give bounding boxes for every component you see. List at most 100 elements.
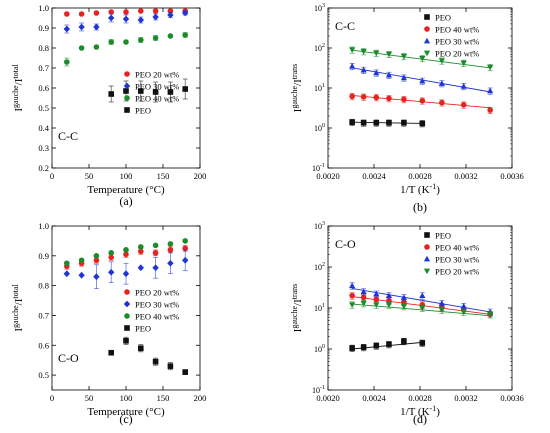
y-tick-label: 0.7 bbox=[38, 63, 49, 73]
data-point bbox=[64, 260, 70, 267]
data-point bbox=[360, 288, 367, 295]
x-axis-label-part: ) bbox=[436, 184, 440, 196]
data-point bbox=[152, 8, 159, 14]
series-peo-20-wt- bbox=[349, 46, 494, 72]
series-peo-30-wt- bbox=[349, 63, 494, 95]
y-tick-label: 0.9 bbox=[38, 251, 49, 261]
x-tick-label: 0.0028 bbox=[408, 171, 431, 181]
y-axis-label: Igauche/Itrans bbox=[290, 284, 304, 333]
legend-label: PEO 20 wt% bbox=[135, 70, 179, 80]
data-point bbox=[123, 39, 129, 45]
data-point bbox=[123, 247, 129, 253]
y-axis-label: Igauche/Itotal bbox=[11, 64, 25, 112]
data-point bbox=[438, 307, 445, 314]
y-tick-exp: 1 bbox=[322, 83, 325, 89]
y-tick-label: 1.0 bbox=[38, 221, 49, 231]
y-tick-label: 0.8 bbox=[38, 281, 49, 291]
data-point bbox=[93, 23, 100, 31]
data-point bbox=[460, 83, 467, 89]
legend-label: PEO 20 wt% bbox=[435, 267, 479, 277]
legend-label: PEO 30 wt% bbox=[135, 300, 179, 310]
legend-marker bbox=[124, 289, 130, 295]
y-axis-label-part: I bbox=[13, 328, 25, 332]
legend-label: PEO 20 wt% bbox=[435, 49, 479, 59]
legend-marker bbox=[124, 313, 130, 319]
data-point bbox=[108, 250, 114, 256]
x-tick-label: 50 bbox=[85, 393, 94, 403]
legend: PEO PEO 40 wt% PEO 30 wt% PEO 20 wt% bbox=[423, 231, 479, 277]
y-tick-label: 101 bbox=[314, 83, 325, 93]
x-tick-label: 0 bbox=[50, 171, 54, 181]
data-point bbox=[349, 282, 356, 289]
data-point bbox=[373, 290, 380, 297]
y-tick-exp: -1 bbox=[320, 385, 325, 391]
series-peo-20-wt- bbox=[349, 300, 494, 319]
legend-marker bbox=[424, 232, 430, 238]
legend-label: PEO bbox=[135, 106, 151, 116]
y-axis-label-sup: gauche bbox=[11, 305, 20, 328]
legend-label: PEO bbox=[435, 13, 451, 23]
data-point bbox=[152, 358, 159, 365]
x-tick-label: 150 bbox=[157, 393, 170, 403]
y-tick-label: 101 bbox=[314, 303, 325, 313]
y-tick-label: 0.2 bbox=[38, 163, 49, 173]
fit-line bbox=[352, 287, 491, 313]
data-point bbox=[373, 342, 380, 349]
data-point bbox=[373, 94, 380, 101]
y-tick-label: 103 bbox=[314, 3, 325, 13]
data-point bbox=[138, 244, 144, 250]
corner-label: C-O bbox=[335, 237, 356, 251]
data-point bbox=[419, 340, 426, 346]
y-axis-label-part: I bbox=[292, 108, 304, 112]
data-point bbox=[138, 8, 144, 14]
legend-marker bbox=[124, 325, 130, 331]
y-tick-exp: 2 bbox=[322, 43, 325, 49]
data-point bbox=[167, 89, 174, 95]
y-axis-label-part: /I bbox=[292, 299, 304, 306]
data-point bbox=[385, 51, 393, 58]
y-tick-base: 10 bbox=[314, 304, 322, 313]
legend-marker bbox=[423, 50, 431, 57]
y-axis-label-part: I bbox=[292, 328, 304, 332]
data-point bbox=[182, 32, 188, 38]
legend-marker bbox=[424, 26, 430, 32]
legend-label: PEO 30 wt% bbox=[435, 37, 479, 47]
series-peo bbox=[349, 337, 426, 353]
data-point bbox=[138, 88, 144, 94]
data-point bbox=[93, 44, 100, 50]
corner-label: C-C bbox=[335, 19, 355, 33]
legend-marker bbox=[424, 14, 430, 20]
plot-frame bbox=[327, 7, 513, 169]
data-point bbox=[167, 33, 174, 39]
y-tick-label: 102 bbox=[314, 262, 325, 272]
y-axis-label-sup: gauche bbox=[290, 86, 299, 109]
series-peo-40-wt- bbox=[349, 93, 493, 114]
data-point bbox=[152, 250, 159, 256]
data-point bbox=[78, 45, 85, 51]
fit-line bbox=[352, 303, 491, 317]
legend-marker bbox=[124, 107, 130, 113]
data-point bbox=[167, 247, 174, 253]
y-tick-exp: 1 bbox=[322, 303, 325, 309]
legend-label: PEO bbox=[135, 324, 151, 334]
y-tick-exp: 0 bbox=[322, 123, 325, 129]
data-point bbox=[108, 268, 115, 276]
data-point bbox=[182, 9, 189, 17]
legend: PEO 20 wt% PEO 30 wt% PEO 40 wt% PEO bbox=[123, 70, 179, 116]
legend-marker bbox=[123, 82, 131, 90]
y-tick-label: 0.5 bbox=[38, 370, 49, 380]
data-point bbox=[401, 119, 407, 126]
data-point bbox=[349, 119, 355, 125]
x-tick-label: 0.0024 bbox=[362, 171, 386, 181]
data-point bbox=[360, 300, 367, 307]
data-point bbox=[78, 23, 85, 31]
y-tick-exp: 0 bbox=[322, 344, 325, 350]
data-point bbox=[419, 77, 426, 84]
data-point bbox=[487, 87, 494, 94]
y-axis-label-sup: trans bbox=[290, 284, 299, 300]
y-axis-label-sup: total bbox=[11, 64, 20, 79]
data-point bbox=[182, 86, 188, 92]
series-peo-30-wt- bbox=[349, 282, 494, 316]
data-point bbox=[386, 119, 392, 126]
x-tick-label: 200 bbox=[194, 393, 207, 403]
